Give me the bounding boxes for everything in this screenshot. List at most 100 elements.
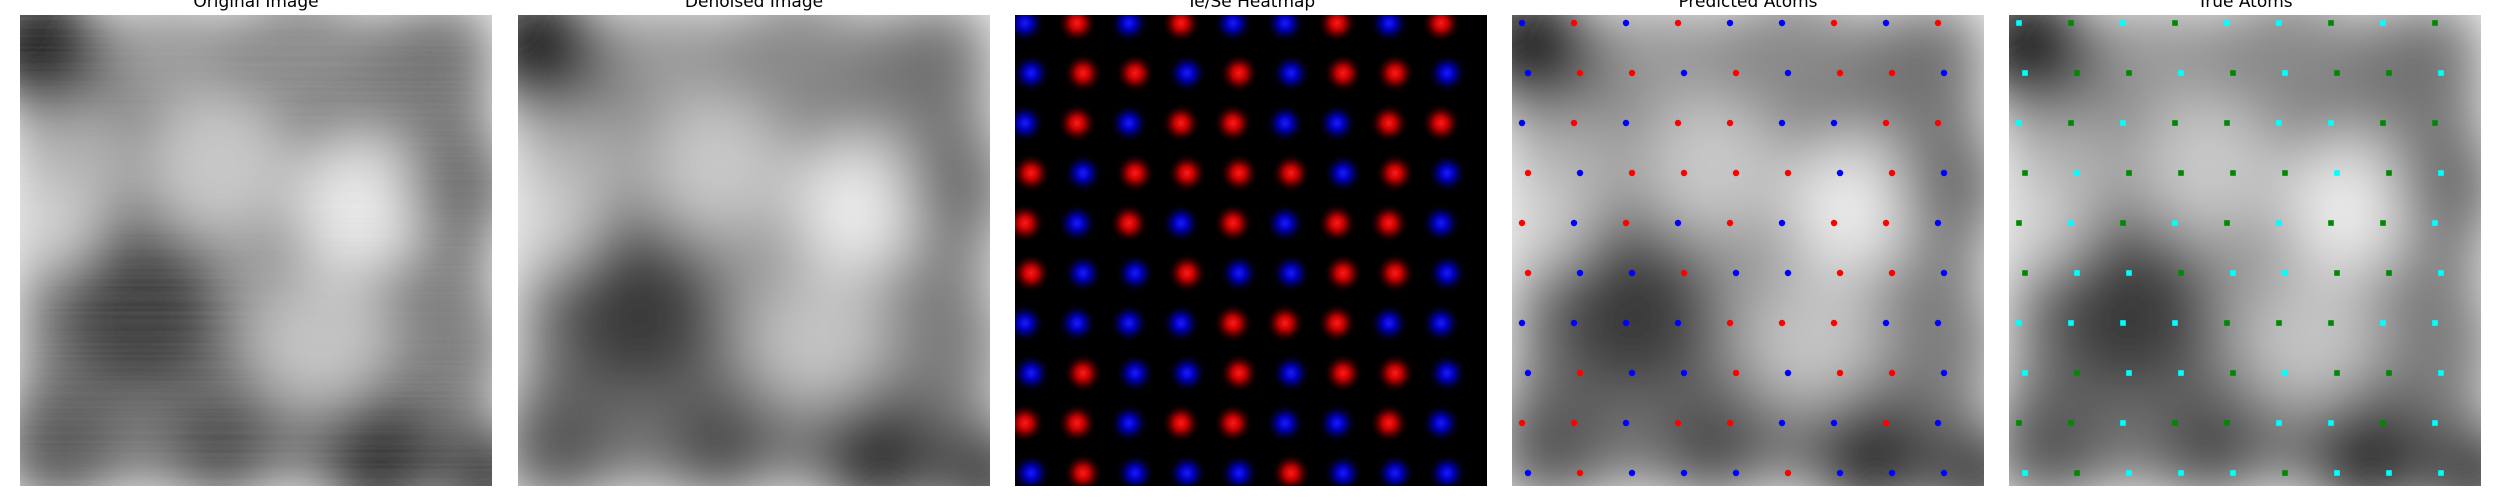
te-heat-spot <box>1375 153 1415 193</box>
te-heat-spot <box>1375 353 1415 393</box>
predicted-te-atom <box>1570 419 1578 427</box>
predicted-te-atom <box>1726 419 1734 427</box>
te-heat-spot <box>1213 203 1253 243</box>
predicted-te-atom <box>1888 269 1896 277</box>
se-heat-spot <box>1421 403 1461 443</box>
predicted-se-atom <box>1778 419 1786 427</box>
te-heat-spot <box>1213 303 1253 343</box>
se-heat-spot <box>1109 15 1149 43</box>
true-atom-cyan <box>2074 170 2080 176</box>
true-atom-cyan <box>2074 270 2080 276</box>
denoised-image-panel: Denoised Image <box>518 0 990 500</box>
predicted-te-atom <box>1732 69 1740 77</box>
predicted-te-atom <box>1726 219 1734 227</box>
se-heat-spot <box>1323 153 1363 193</box>
true-atom-cyan <box>2120 120 2126 126</box>
true-atom-cyan <box>2334 470 2340 476</box>
predicted-se-atom <box>1836 469 1844 477</box>
true-atom-green <box>2068 20 2074 26</box>
predicted-atoms-image <box>1512 15 1984 486</box>
true-atom-green <box>2386 270 2392 276</box>
predicted-te-atom <box>1680 169 1688 177</box>
se-heat-spot <box>1427 53 1467 93</box>
predicted-se-atom <box>1622 419 1630 427</box>
true-atom-cyan <box>2224 20 2230 26</box>
true-atom-cyan <box>2438 170 2444 176</box>
predicted-se-atom <box>1680 469 1688 477</box>
predicted-te-atom <box>1836 269 1844 277</box>
predicted-se-atom <box>1726 19 1734 27</box>
predicted-se-atom <box>1934 219 1942 227</box>
te-heat-spot <box>1015 153 1051 193</box>
te-heat-spot <box>1057 403 1097 443</box>
true-atom-green <box>2328 220 2334 226</box>
te-heat-spot <box>1317 15 1357 43</box>
predicted-te-atom <box>1518 219 1526 227</box>
se-heat-spot <box>1115 453 1155 486</box>
se-heat-spot <box>1167 53 1207 93</box>
true-atom-cyan <box>2438 470 2444 476</box>
predicted-te-atom <box>1524 269 1532 277</box>
true-atom-green <box>2172 20 2178 26</box>
predicted-se-atom <box>1518 19 1526 27</box>
predicted-se-atom <box>1732 469 1740 477</box>
te-heat-spot <box>1369 203 1409 243</box>
se-heat-spot <box>1115 353 1155 393</box>
true-atom-green <box>2126 70 2132 76</box>
se-heat-spot <box>1265 103 1305 143</box>
denoised-image <box>518 15 990 486</box>
predicted-se-atom <box>1674 319 1682 327</box>
panel-title: Original Image <box>193 0 319 12</box>
predicted-se-atom <box>1784 269 1792 277</box>
predicted-te-atom <box>1628 169 1636 177</box>
te-heat-spot <box>1167 253 1207 293</box>
te-heat-spot <box>1015 203 1045 243</box>
se-heat-spot <box>1271 253 1311 293</box>
true-atom-green <box>2074 470 2080 476</box>
predicted-se-atom <box>1628 269 1636 277</box>
true-atom-cyan <box>2120 320 2126 326</box>
te-heat-spot <box>1167 153 1207 193</box>
panel-title: Te/Se Heatmap <box>1186 0 1316 12</box>
true-atom-green <box>2334 370 2340 376</box>
predicted-se-atom <box>1622 19 1630 27</box>
se-heat-spot <box>1213 15 1253 43</box>
true-atom-green <box>2022 170 2028 176</box>
true-atom-cyan <box>2276 120 2282 126</box>
te-heat-spot <box>1161 15 1201 43</box>
predicted-se-atom <box>1680 369 1688 377</box>
true-atoms-image <box>2009 15 2481 486</box>
predicted-te-atom <box>1784 469 1792 477</box>
true-atom-cyan <box>2432 220 2438 226</box>
se-heat-spot <box>1219 253 1259 293</box>
true-atom-green <box>2282 470 2288 476</box>
panel-title: True Atoms <box>2197 0 2293 12</box>
te-heat-spot <box>1161 403 1201 443</box>
predicted-te-atom <box>1628 69 1636 77</box>
true-atom-cyan <box>2380 320 2386 326</box>
te-heat-spot <box>1317 303 1357 343</box>
se-heat-spot <box>1375 453 1415 486</box>
true-atom-cyan <box>2022 70 2028 76</box>
true-atom-green <box>2172 420 2178 426</box>
te-heat-spot <box>1323 253 1363 293</box>
te-heat-spot <box>1375 253 1415 293</box>
predicted-se-atom <box>1940 269 1948 277</box>
original-image <box>20 15 492 486</box>
se-heat-spot <box>1167 353 1207 393</box>
te-heat-spot <box>1323 353 1363 393</box>
te-heat-spot <box>1063 453 1103 486</box>
true-atom-green <box>2230 70 2236 76</box>
true-atom-cyan <box>2126 370 2132 376</box>
true-atom-green <box>2022 270 2028 276</box>
true-atom-green <box>2178 270 2184 276</box>
predicted-se-atom <box>1576 269 1584 277</box>
predicted-se-atom <box>1830 119 1838 127</box>
predicted-te-atom <box>1570 119 1578 127</box>
true-atoms-panel: True Atoms <box>2009 0 2481 500</box>
true-atom-green <box>2282 170 2288 176</box>
predicted-te-atom <box>1680 269 1688 277</box>
se-heat-spot <box>1015 53 1051 93</box>
predicted-te-atom <box>1888 169 1896 177</box>
true-atom-cyan <box>2126 470 2132 476</box>
